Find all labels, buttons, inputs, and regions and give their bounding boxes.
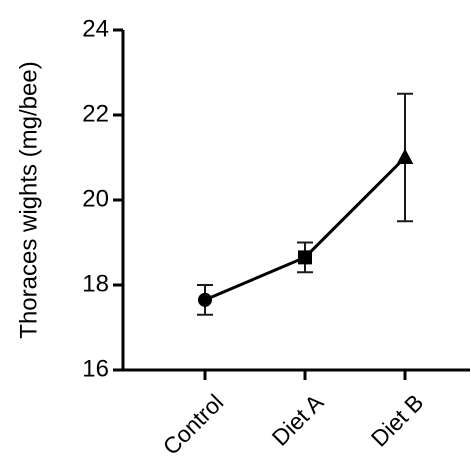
data-series: [197, 92, 414, 316]
series-line: [204, 156, 407, 302]
data-point-square: [298, 250, 312, 265]
x-tick-label: Diet B: [366, 389, 429, 452]
data-point-circle: [198, 292, 212, 307]
y-tick-label: 24: [82, 15, 109, 42]
x-tick-label: Diet A: [267, 389, 329, 451]
data-point-triangle: [396, 148, 414, 164]
y-axis: 16 18 20 22 24: [82, 15, 125, 382]
y-axis-title: Thoraces wights (mg/bee): [15, 61, 42, 338]
x-axis: Control Diet A Diet B: [123, 368, 470, 460]
y-tick-label: 20: [82, 185, 109, 212]
y-tick-label: 18: [82, 270, 109, 297]
y-tick-label: 16: [82, 355, 109, 382]
x-tick-label: Control: [158, 389, 229, 460]
y-tick-label: 22: [82, 100, 109, 127]
